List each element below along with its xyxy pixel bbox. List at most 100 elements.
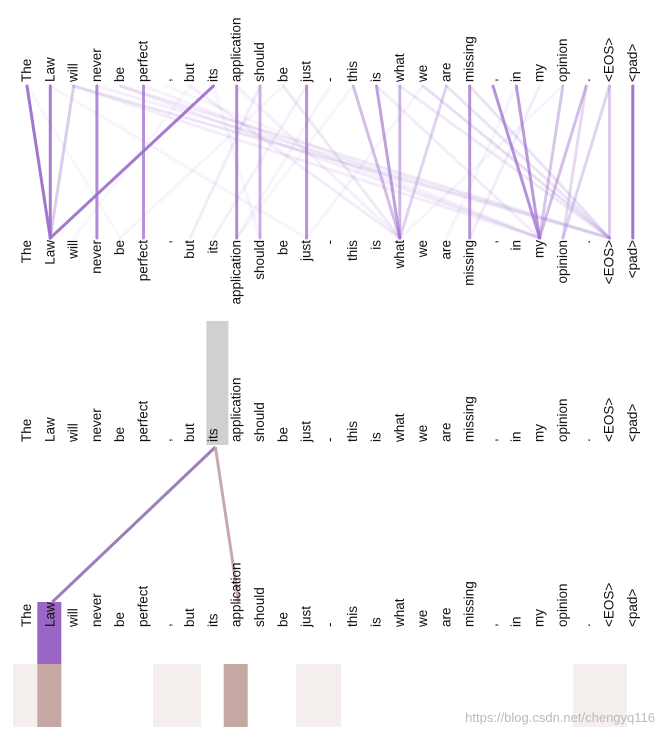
- bottom-right-token-18-are[interactable]: are: [438, 422, 453, 442]
- top-right-token-22-my[interactable]: my: [532, 240, 547, 258]
- top-right-token-16-what[interactable]: what: [392, 240, 407, 270]
- bottom-left-token-1-law[interactable]: Law: [42, 602, 57, 627]
- bottom-right-token-12-just[interactable]: just: [299, 421, 314, 443]
- top-left-token-6-punct[interactable]: ,: [159, 78, 174, 82]
- top-right-token-0-the[interactable]: The: [19, 240, 34, 263]
- bottom-left-token-24-punct[interactable]: .: [578, 623, 593, 627]
- top-right-token-12-just[interactable]: just: [299, 240, 314, 262]
- bottom-right-token-23-opinion[interactable]: opinion: [555, 398, 570, 442]
- bottom-right-token-26-pad[interactable]: <pad>: [625, 404, 640, 442]
- bottom-right-token-4-be[interactable]: be: [112, 427, 127, 442]
- top-left-token-20-punct[interactable]: ,: [485, 78, 500, 82]
- top-left-token-26-pad[interactable]: <pad>: [625, 44, 640, 82]
- bottom-right-token-11-be[interactable]: be: [275, 427, 290, 442]
- top-left-token-24-punct[interactable]: .: [578, 78, 593, 82]
- top-left-token-1-law[interactable]: Law: [42, 57, 57, 82]
- top-right-token-9-application[interactable]: application: [229, 240, 244, 305]
- top-right-token-14-this[interactable]: this: [345, 240, 360, 261]
- bottom-left-token-0-the[interactable]: The: [19, 604, 34, 627]
- bottom-left-token-15-is[interactable]: is: [369, 617, 384, 627]
- bottom-right-token-17-we[interactable]: we: [415, 425, 430, 443]
- top-right-token-10-should[interactable]: should: [252, 240, 267, 280]
- bottom-left-token-5-perfect[interactable]: perfect: [136, 585, 151, 627]
- top-left-token-21-in[interactable]: in: [508, 71, 523, 82]
- bottom-right-token-22-my[interactable]: my: [532, 424, 547, 442]
- bottom-right-token-2-will[interactable]: will: [66, 423, 81, 443]
- bottom-left-token-25-eos[interactable]: <EOS>: [602, 583, 617, 627]
- bottom-left-token-12-just[interactable]: just: [299, 606, 314, 628]
- bottom-right-token-14-this[interactable]: this: [345, 421, 360, 442]
- top-right-token-3-never[interactable]: never: [89, 240, 104, 274]
- bottom-left-token-16-what[interactable]: what: [392, 598, 407, 628]
- top-right-token-21-in[interactable]: in: [508, 240, 523, 251]
- top-right-token-13-punct[interactable]: -: [322, 240, 337, 245]
- bottom-right-token-13-punct[interactable]: -: [322, 438, 337, 443]
- top-left-token-3-never[interactable]: never: [89, 48, 104, 82]
- top-left-token-18-are[interactable]: are: [438, 62, 453, 82]
- bottom-left-token-7-but[interactable]: but: [182, 608, 197, 627]
- bottom-left-token-13-punct[interactable]: -: [322, 623, 337, 628]
- bottom-right-token-3-never[interactable]: never: [89, 408, 104, 442]
- top-right-token-6-punct[interactable]: ,: [159, 240, 174, 244]
- bottom-right-token-5-perfect[interactable]: perfect: [136, 400, 151, 442]
- top-right-token-11-be[interactable]: be: [275, 240, 290, 255]
- bottom-right-token-10-should[interactable]: should: [252, 402, 267, 442]
- bottom-left-token-4-be[interactable]: be: [112, 612, 127, 627]
- bottom-right-token-21-in[interactable]: in: [508, 431, 523, 442]
- bottom-left-token-8-its[interactable]: its: [205, 613, 220, 627]
- top-left-token-17-we[interactable]: we: [415, 65, 430, 83]
- top-left-token-23-opinion[interactable]: opinion: [555, 38, 570, 82]
- top-right-token-18-are[interactable]: are: [438, 240, 453, 260]
- bottom-right-token-25-eos[interactable]: <EOS>: [602, 398, 617, 442]
- bottom-left-token-21-in[interactable]: in: [508, 616, 523, 627]
- bottom-left-token-23-opinion[interactable]: opinion: [555, 583, 570, 627]
- top-right-token-5-perfect[interactable]: perfect: [136, 240, 151, 282]
- bottom-right-token-1-law[interactable]: Law: [42, 417, 57, 442]
- bottom-right-token-19-missing[interactable]: missing: [462, 396, 477, 442]
- top-left-token-22-my[interactable]: my: [532, 64, 547, 82]
- bottom-left-token-2-will[interactable]: will: [66, 608, 81, 628]
- bottom-left-token-9-application[interactable]: application: [229, 562, 244, 627]
- top-right-token-8-its[interactable]: its: [205, 240, 220, 254]
- bottom-left-token-20-punct[interactable]: ,: [485, 623, 500, 627]
- top-left-token-19-missing[interactable]: missing: [462, 36, 477, 82]
- top-left-token-12-just[interactable]: just: [299, 61, 314, 83]
- top-right-token-15-is[interactable]: is: [369, 240, 384, 250]
- bottom-left-token-10-should[interactable]: should: [252, 587, 267, 627]
- bottom-right-token-20-punct[interactable]: ,: [485, 438, 500, 442]
- bottom-right-token-15-is[interactable]: is: [369, 432, 384, 442]
- bottom-right-token-16-what[interactable]: what: [392, 413, 407, 443]
- top-right-token-1-law[interactable]: Law: [42, 240, 57, 265]
- top-left-token-7-but[interactable]: but: [182, 63, 197, 82]
- top-left-token-2-will[interactable]: will: [66, 63, 81, 83]
- bottom-left-token-3-never[interactable]: never: [89, 593, 104, 627]
- top-right-token-24-punct[interactable]: .: [578, 240, 593, 244]
- top-right-token-2-will[interactable]: will: [66, 240, 81, 260]
- top-left-token-16-what[interactable]: what: [392, 53, 407, 83]
- bottom-left-token-22-my[interactable]: my: [532, 609, 547, 627]
- top-left-token-11-be[interactable]: be: [275, 67, 290, 82]
- top-right-token-20-punct[interactable]: ,: [485, 240, 500, 244]
- top-right-token-4-be[interactable]: be: [112, 240, 127, 255]
- bottom-left-token-18-are[interactable]: are: [438, 607, 453, 627]
- bottom-right-token-24-punct[interactable]: .: [578, 438, 593, 442]
- top-left-token-0-the[interactable]: The: [19, 59, 34, 82]
- top-right-token-17-we[interactable]: we: [415, 240, 430, 258]
- bottom-left-token-6-punct[interactable]: ,: [159, 623, 174, 627]
- bottom-right-token-0-the[interactable]: The: [19, 419, 34, 442]
- top-right-token-7-but[interactable]: but: [182, 240, 197, 259]
- top-left-token-14-this[interactable]: this: [345, 61, 360, 82]
- bottom-right-token-9-application[interactable]: application: [229, 377, 244, 442]
- bottom-left-token-19-missing[interactable]: missing: [462, 581, 477, 627]
- top-left-token-10-should[interactable]: should: [252, 42, 267, 82]
- top-left-token-4-be[interactable]: be: [112, 67, 127, 82]
- top-right-token-19-missing[interactable]: missing: [462, 240, 477, 286]
- bottom-right-token-6-punct[interactable]: ,: [159, 438, 174, 442]
- top-left-token-5-perfect[interactable]: perfect: [136, 40, 151, 82]
- top-left-token-8-its[interactable]: its: [205, 68, 220, 82]
- bottom-left-token-17-we[interactable]: we: [415, 610, 430, 628]
- bottom-left-token-11-be[interactable]: be: [275, 612, 290, 627]
- bottom-left-token-14-this[interactable]: this: [345, 606, 360, 627]
- top-left-token-25-eos[interactable]: <EOS>: [602, 38, 617, 82]
- top-right-token-26-pad[interactable]: <pad>: [625, 240, 640, 278]
